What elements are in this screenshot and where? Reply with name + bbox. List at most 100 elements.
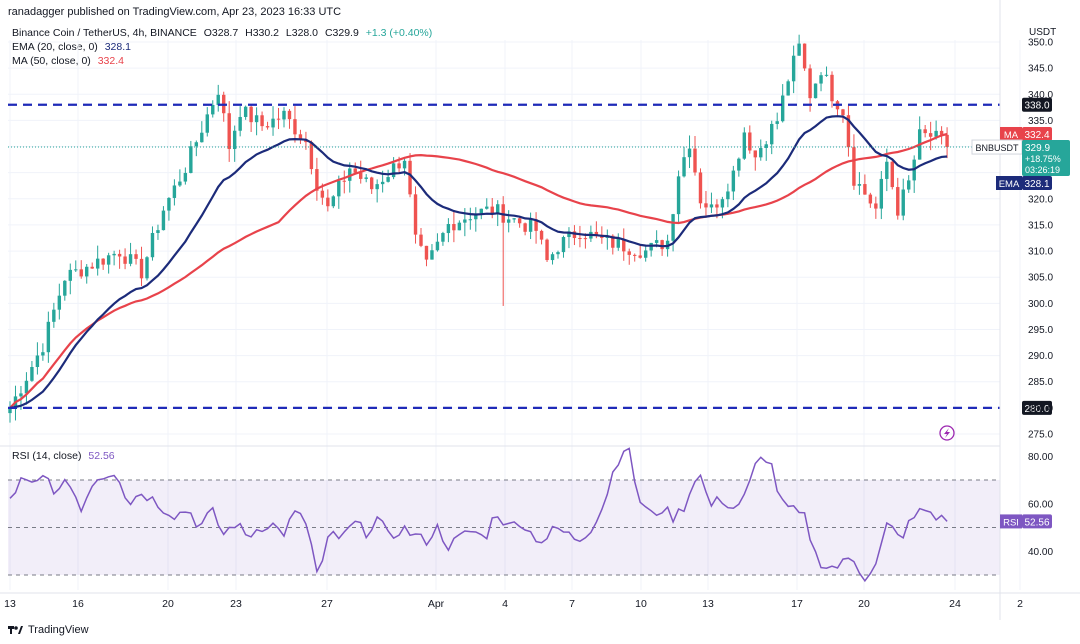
- price-tick-label: 335.0: [1028, 116, 1053, 127]
- candle: [512, 218, 516, 223]
- candle: [85, 264, 89, 284]
- candle: [337, 175, 341, 209]
- candle: [326, 189, 330, 212]
- ma-legend-value: 332.4: [97, 55, 124, 67]
- candle: [534, 212, 538, 244]
- candle: [457, 220, 462, 231]
- candle: [846, 105, 851, 157]
- level-tag: [1022, 400, 1052, 415]
- candle: [189, 140, 193, 174]
- candle: [687, 135, 692, 169]
- candle: [419, 227, 423, 248]
- candle: [211, 100, 215, 118]
- candle: [150, 226, 155, 261]
- rsi-tag-value: 52.56: [1024, 517, 1049, 528]
- candle: [517, 216, 522, 228]
- candle: [369, 176, 374, 194]
- candle: [375, 179, 379, 203]
- candle: [452, 210, 456, 243]
- symbol-legend: Binance Coin / TetherUS, 4h, BINANCE O32…: [12, 27, 432, 39]
- candle: [232, 125, 237, 162]
- candle: [298, 129, 303, 144]
- candle-countdown: 03:26:19: [1025, 165, 1060, 175]
- candle: [726, 183, 730, 208]
- rsi-tag-name: RSI: [1003, 517, 1019, 528]
- price-tick-label: 350.0: [1028, 38, 1053, 49]
- candle: [704, 190, 708, 217]
- tradingview-logo-icon: [8, 626, 23, 634]
- candle: [95, 245, 100, 276]
- candle: [830, 71, 834, 108]
- candle: [41, 343, 45, 361]
- low-value: L328.0: [285, 27, 319, 39]
- ema-tag-value-box: [1022, 176, 1052, 190]
- candle: [824, 66, 829, 77]
- candle: [633, 253, 637, 262]
- candle: [222, 91, 226, 122]
- price-tick-label: 290.0: [1028, 351, 1053, 362]
- candle: [917, 116, 922, 160]
- candle: [863, 174, 867, 195]
- last-price-change: +18.75%: [1025, 154, 1061, 164]
- candle: [561, 235, 566, 258]
- candle: [868, 192, 873, 208]
- candle: [8, 401, 12, 423]
- candle: [441, 231, 445, 246]
- candle: [748, 125, 752, 154]
- candle: [128, 242, 133, 267]
- candle: [605, 229, 610, 250]
- ma-tag-value-box: [1022, 126, 1052, 141]
- open-value: O328.7: [203, 27, 239, 39]
- rsi-legend[interactable]: RSI (14, close) 52.56: [12, 450, 115, 462]
- candle: [693, 135, 697, 176]
- candle: [890, 158, 894, 190]
- candle: [413, 186, 418, 244]
- candle: [572, 225, 577, 246]
- candle: [819, 72, 823, 92]
- lightning-icon[interactable]: [939, 425, 955, 441]
- tradingview-brand: TradingView: [28, 624, 89, 636]
- time-tick-label: 13: [702, 598, 714, 610]
- candle: [907, 175, 911, 193]
- candle: [731, 165, 736, 201]
- ma-tag-value: 332.4: [1024, 130, 1049, 141]
- candle: [446, 218, 451, 243]
- change-value: +1.3 (+0.40%): [365, 27, 433, 39]
- candle: [786, 79, 790, 96]
- indicator-lines: [8, 115, 1000, 410]
- candle: [791, 45, 796, 94]
- candle: [282, 107, 286, 128]
- candle: [123, 248, 127, 270]
- candle: [852, 134, 856, 190]
- ema-legend-label: EMA (20, close, 0): [12, 41, 98, 53]
- rsi-tick-label: 80.00: [1028, 452, 1053, 463]
- candle: [265, 121, 270, 130]
- candle: [923, 124, 927, 138]
- candle: [315, 157, 319, 201]
- symbol-title[interactable]: Binance Coin / TetherUS, 4h, BINANCE: [12, 27, 197, 39]
- ma-tag: [1000, 126, 1022, 141]
- candle: [112, 250, 116, 266]
- candle: [364, 174, 368, 183]
- price-tick-label: 275.0: [1028, 430, 1053, 441]
- candle: [485, 198, 489, 210]
- time-tick-label: 7: [569, 598, 575, 610]
- candle: [523, 222, 527, 236]
- candle: [172, 179, 177, 206]
- price-tick-label: 280.0: [1028, 403, 1053, 414]
- candle: [753, 150, 757, 171]
- rsi-tag-value-box: [1022, 514, 1052, 529]
- ema-line: [9, 115, 948, 410]
- price-tick-label: 305.0: [1028, 273, 1053, 284]
- time-tick-label: 24: [949, 598, 961, 610]
- time-tick-label: 20: [162, 598, 174, 610]
- candle: [660, 239, 664, 256]
- candle: [134, 249, 138, 265]
- ema-legend[interactable]: EMA (20, close, 0) 328.1: [12, 41, 131, 53]
- ma-legend[interactable]: MA (50, close, 0) 332.4: [12, 55, 124, 67]
- candle: [901, 178, 905, 221]
- time-tick-label: 16: [72, 598, 84, 610]
- candle: [682, 146, 686, 178]
- candle: [194, 140, 199, 157]
